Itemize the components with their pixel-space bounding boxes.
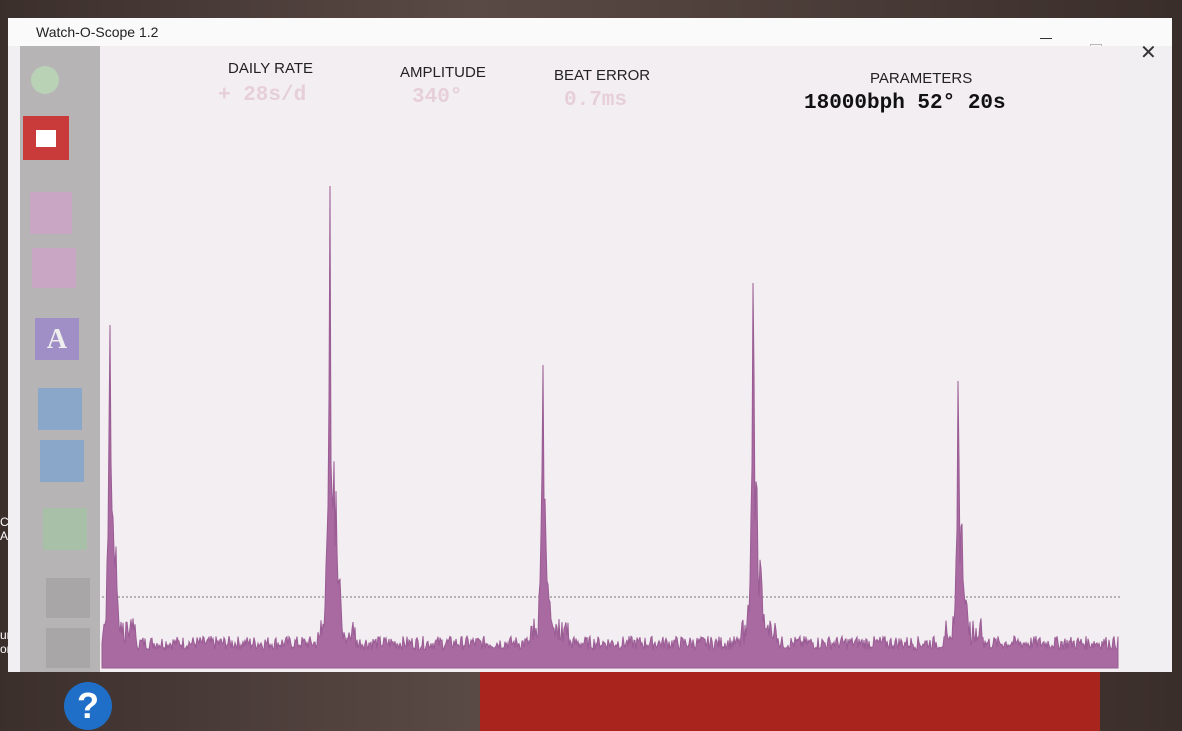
readout-label: AMPLITUDE [400,64,486,81]
plot-area [100,46,1120,672]
help-icon[interactable]: ? [64,682,112,730]
readout-label: PARAMETERS [870,70,973,87]
wave-button[interactable] [32,248,76,288]
letter-icon: A [47,324,68,355]
readout-label: DAILY RATE [228,60,314,77]
prev-button[interactable] [46,578,90,618]
app-window: Watch-O-Scope 1.2 ✕ [8,18,1172,672]
list-button[interactable] [38,388,82,430]
close-button[interactable]: ✕ [1140,42,1157,64]
settings-button[interactable] [43,508,87,550]
readout-label: BEAT ERROR [554,67,651,84]
camera-button[interactable] [40,440,84,482]
red-object [480,672,1100,731]
letter-button[interactable] [35,318,79,360]
minimize-button[interactable] [1040,38,1052,39]
readout-value: + 28s/d [218,84,307,107]
next-button[interactable] [46,628,90,668]
window-title: Watch-O-Scope 1.2 [36,24,159,40]
readout-value: 18000bph 52° 20s [804,92,1006,115]
grid-button[interactable] [30,192,72,234]
readout-value: 0.7ms [564,89,628,112]
stop-icon [36,130,56,147]
record-button[interactable] [31,66,59,94]
waveform [101,185,1119,669]
readout-value: 340° [412,86,463,109]
